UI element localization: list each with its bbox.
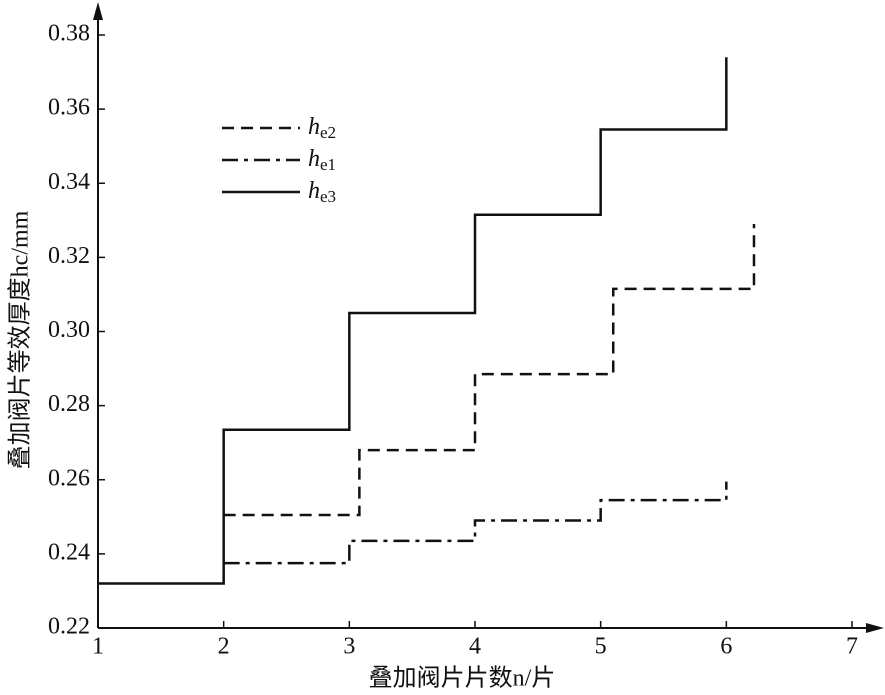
x-axis-arrow <box>866 623 884 633</box>
x-tick-label: 6 <box>720 634 732 660</box>
series-line <box>98 57 728 585</box>
x-tick-label: 7 <box>846 634 858 660</box>
x-tick-label: 3 <box>343 634 355 660</box>
y-tick-label: 0.36 <box>48 95 90 121</box>
y-tick-label: 0.34 <box>48 169 90 195</box>
y-tick-label: 0.24 <box>48 539 90 565</box>
x-tick-label: 2 <box>218 634 230 660</box>
x-axis-label: 叠加阀片片数n/片 <box>369 665 556 692</box>
x-tick-label: 4 <box>469 634 481 660</box>
x-tick-label: 5 <box>595 634 607 660</box>
y-tick-label: 0.32 <box>48 243 90 269</box>
y-tick-label: 0.26 <box>48 465 90 491</box>
y-tick-label: 0.38 <box>48 21 90 47</box>
y-tick-label: 0.22 <box>48 614 90 640</box>
series-line <box>223 481 728 565</box>
y-tick-label: 0.28 <box>48 391 90 417</box>
legend-label: he3 <box>308 178 336 206</box>
legend-label: he1 <box>308 146 336 174</box>
y-axis-arrow <box>93 2 103 20</box>
y-tick-label: 0.30 <box>48 317 90 343</box>
series-line <box>223 224 756 517</box>
y-axis-label: 叠加阀片等效厚度hc/mm <box>7 210 34 469</box>
legend-label: he2 <box>308 114 336 142</box>
x-tick-label: 1 <box>92 634 104 660</box>
